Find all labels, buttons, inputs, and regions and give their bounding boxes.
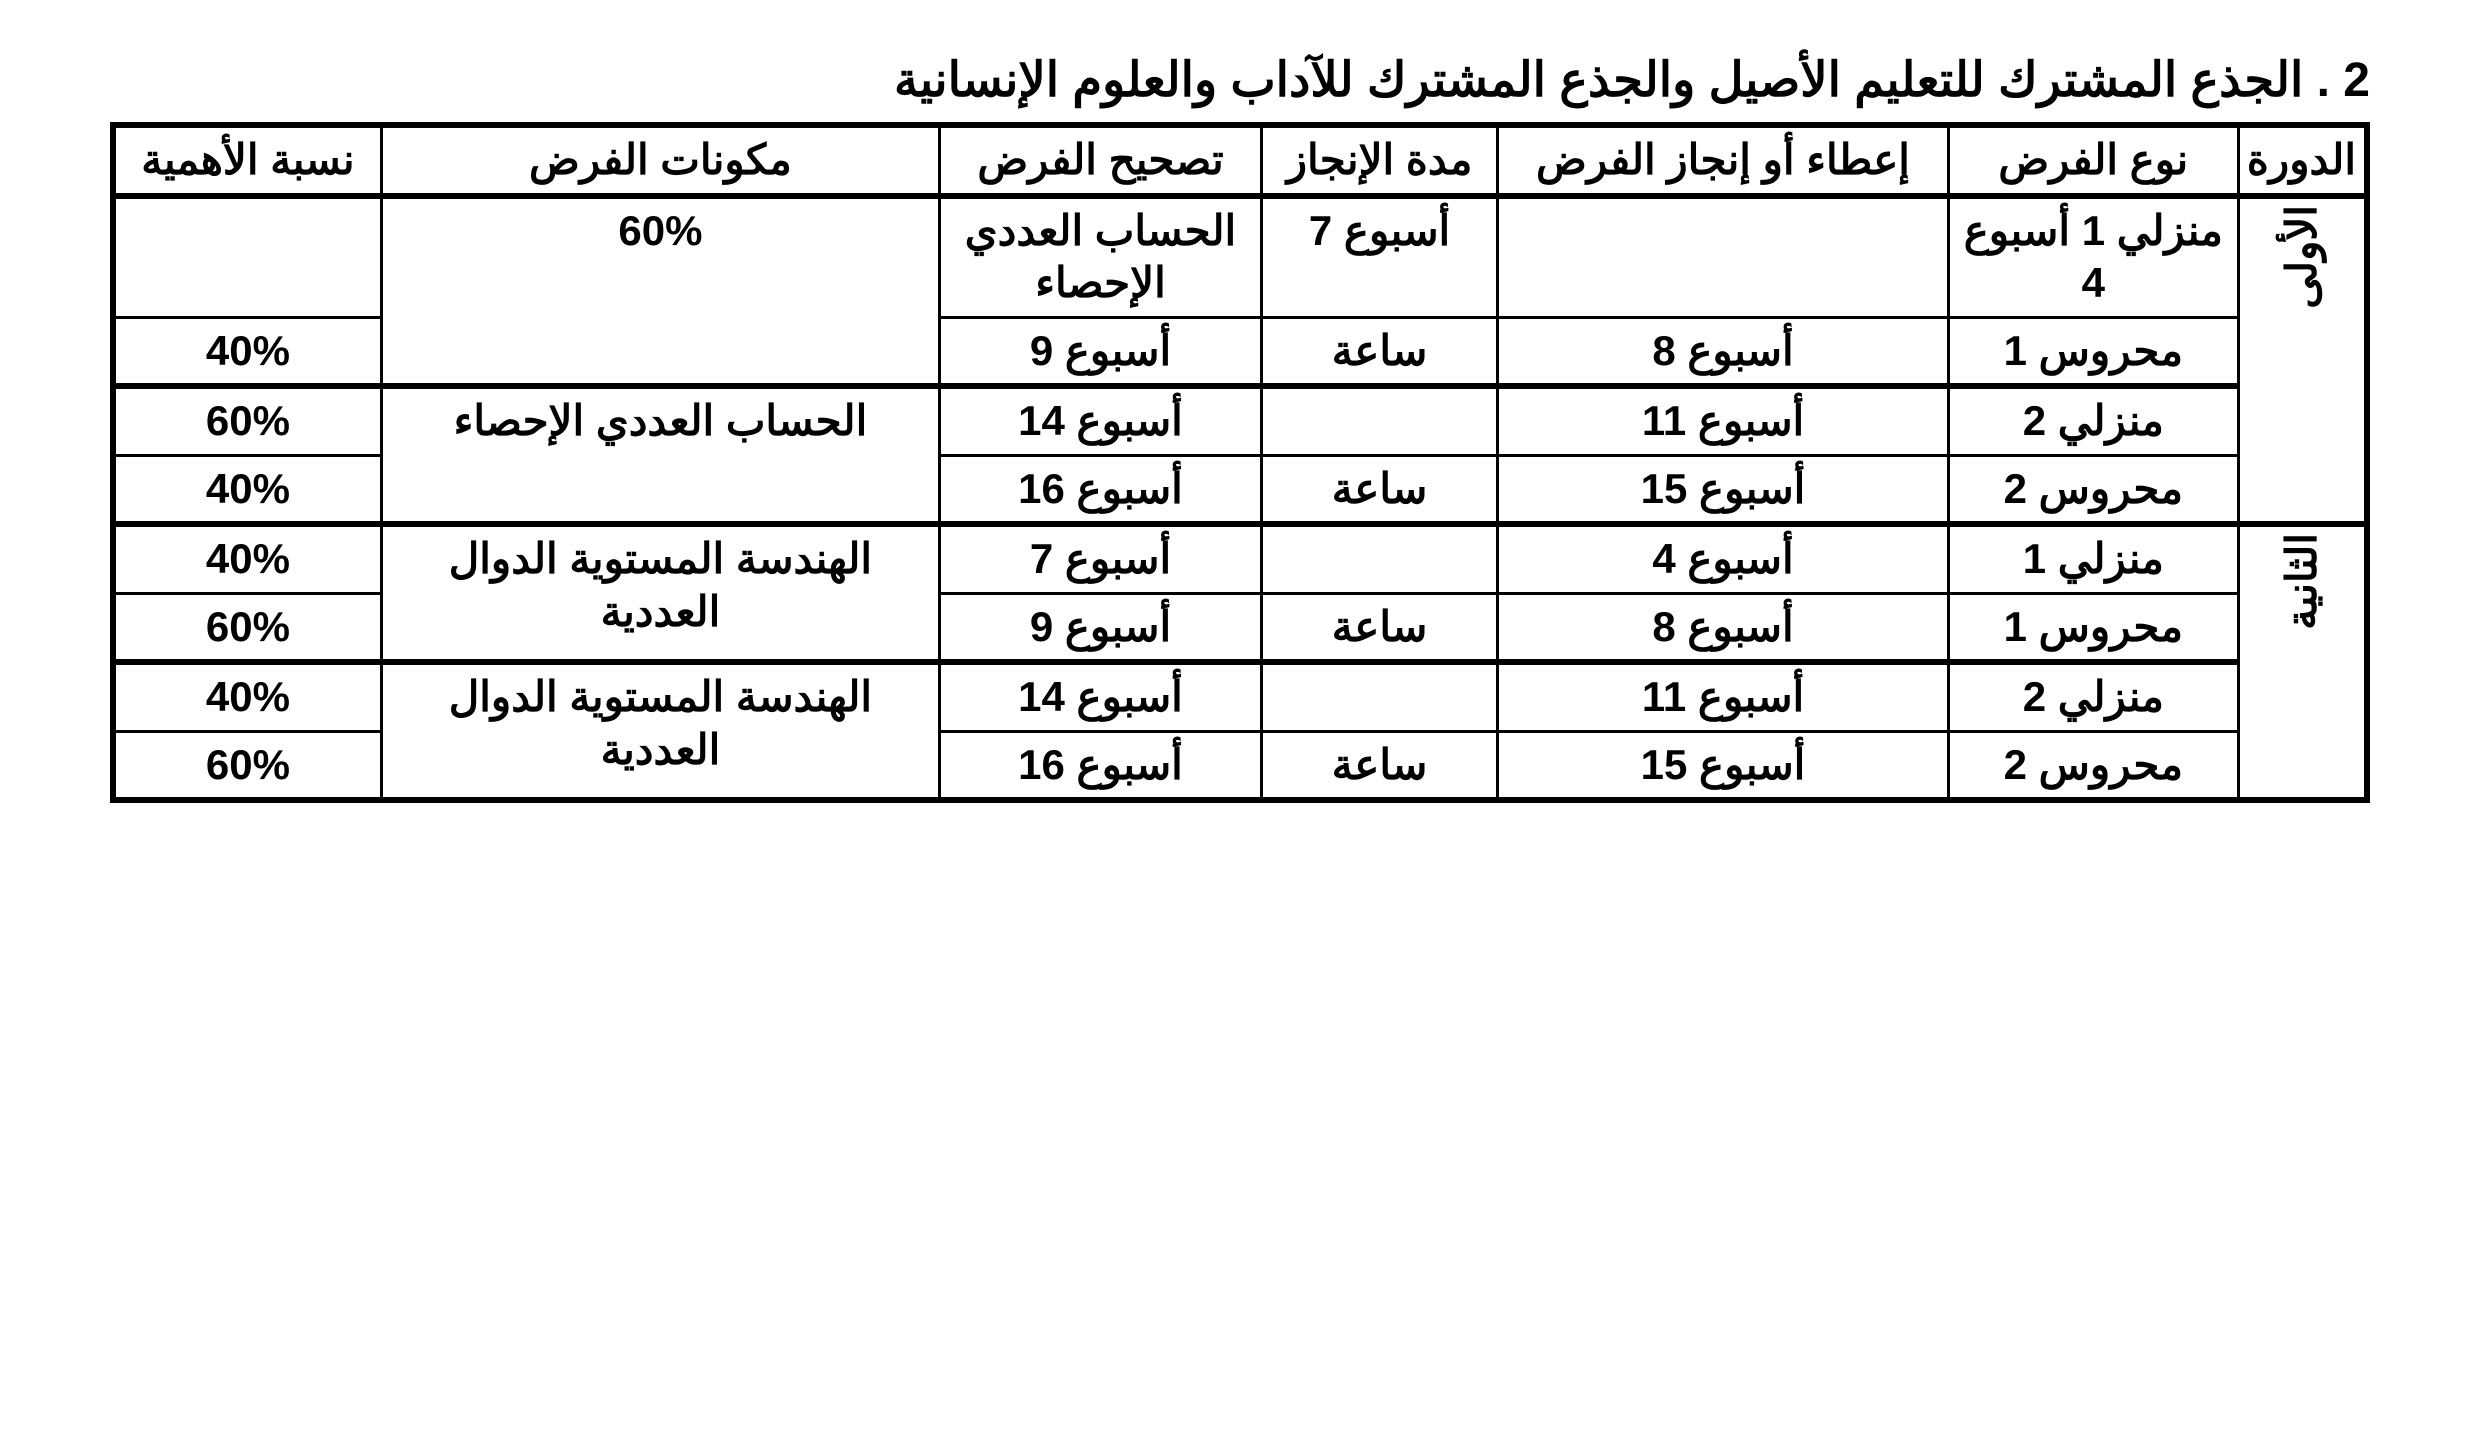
session-cell-second: الثانية <box>2238 524 2367 800</box>
cell-duration: ساعة <box>1261 317 1497 386</box>
cell-correction: أسبوع 7 <box>939 524 1261 593</box>
cell-weight: 60% <box>113 731 381 800</box>
cell-type: منزلي 1 <box>1948 524 2238 593</box>
cell-weight <box>113 196 381 318</box>
cell-type: منزلي 2 <box>1948 386 2238 455</box>
cell-give: أسبوع 11 <box>1498 662 1949 731</box>
cell-type: منزلي 2 <box>1948 662 2238 731</box>
cell-give: أسبوع 4 <box>1498 524 1949 593</box>
cell-correction: أسبوع 16 <box>939 455 1261 524</box>
cell-give: أسبوع 15 <box>1498 731 1949 800</box>
cell-type: محروس 1 <box>1948 317 2238 386</box>
cell-duration: ساعة <box>1261 593 1497 662</box>
cell-duration: أسبوع 7 <box>1261 196 1497 318</box>
session-label: الأولى <box>2276 205 2329 319</box>
cell-duration <box>1261 386 1497 455</box>
cell-weight: 40% <box>113 317 381 386</box>
col-give-or-complete: إعطاء أو إنجاز الفرض <box>1498 125 1949 196</box>
col-components: مكونات الفرض <box>381 125 939 196</box>
cell-components: 60% <box>381 196 939 387</box>
cell-type: محروس 2 <box>1948 455 2238 524</box>
cell-duration <box>1261 662 1497 731</box>
cell-weight: 60% <box>113 386 381 455</box>
cell-components: الحساب العددي الإحصاء <box>381 386 939 524</box>
cell-give: أسبوع 8 <box>1498 593 1949 662</box>
cell-give: أسبوع 15 <box>1498 455 1949 524</box>
cell-duration: ساعة <box>1261 455 1497 524</box>
cell-correction: أسبوع 9 <box>939 593 1261 662</box>
cell-give <box>1498 196 1949 318</box>
cell-duration <box>1261 524 1497 593</box>
cell-weight: 40% <box>113 524 381 593</box>
col-completion-duration: مدة الإنجاز <box>1261 125 1497 196</box>
cell-weight: 60% <box>113 593 381 662</box>
cell-weight: 40% <box>113 455 381 524</box>
assignments-table: الدورة نوع الفرض إعطاء أو إنجاز الفرض مد… <box>110 122 2370 803</box>
section-title: 2 . الجذع المشترك للتعليم الأصيل والجذع … <box>110 50 2370 112</box>
cell-give: أسبوع 8 <box>1498 317 1949 386</box>
col-assignment-type: نوع الفرض <box>1948 125 2238 196</box>
session-cell-first: الأولى <box>2238 196 2367 525</box>
cell-correction: أسبوع 14 <box>939 386 1261 455</box>
cell-duration: ساعة <box>1261 731 1497 800</box>
cell-correction: الحساب العددي الإحصاء <box>939 196 1261 318</box>
table-row: منزلي 2 أسبوع 11 أسبوع 14 الحساب العددي … <box>113 386 2367 455</box>
cell-components: الهندسة المستوية الدوال العددية <box>381 662 939 800</box>
cell-type: منزلي 1 أسبوع 4 <box>1948 196 2238 318</box>
cell-type: محروس 2 <box>1948 731 2238 800</box>
table-header-row: الدورة نوع الفرض إعطاء أو إنجاز الفرض مد… <box>113 125 2367 196</box>
cell-correction: أسبوع 16 <box>939 731 1261 800</box>
cell-give: أسبوع 11 <box>1498 386 1949 455</box>
session-label: الثانية <box>2276 533 2329 640</box>
cell-correction: أسبوع 14 <box>939 662 1261 731</box>
table-row: الأولى منزلي 1 أسبوع 4 أسبوع 7 الحساب ال… <box>113 196 2367 318</box>
cell-weight: 40% <box>113 662 381 731</box>
cell-correction: أسبوع 9 <box>939 317 1261 386</box>
col-correction: تصحيح الفرض <box>939 125 1261 196</box>
table-row: الثانية منزلي 1 أسبوع 4 أسبوع 7 الهندسة … <box>113 524 2367 593</box>
col-weight: نسبة الأهمية <box>113 125 381 196</box>
table-row: منزلي 2 أسبوع 11 أسبوع 14 الهندسة المستو… <box>113 662 2367 731</box>
col-session: الدورة <box>2238 125 2367 196</box>
cell-components: الهندسة المستوية الدوال العددية <box>381 524 939 662</box>
cell-type: محروس 1 <box>1948 593 2238 662</box>
